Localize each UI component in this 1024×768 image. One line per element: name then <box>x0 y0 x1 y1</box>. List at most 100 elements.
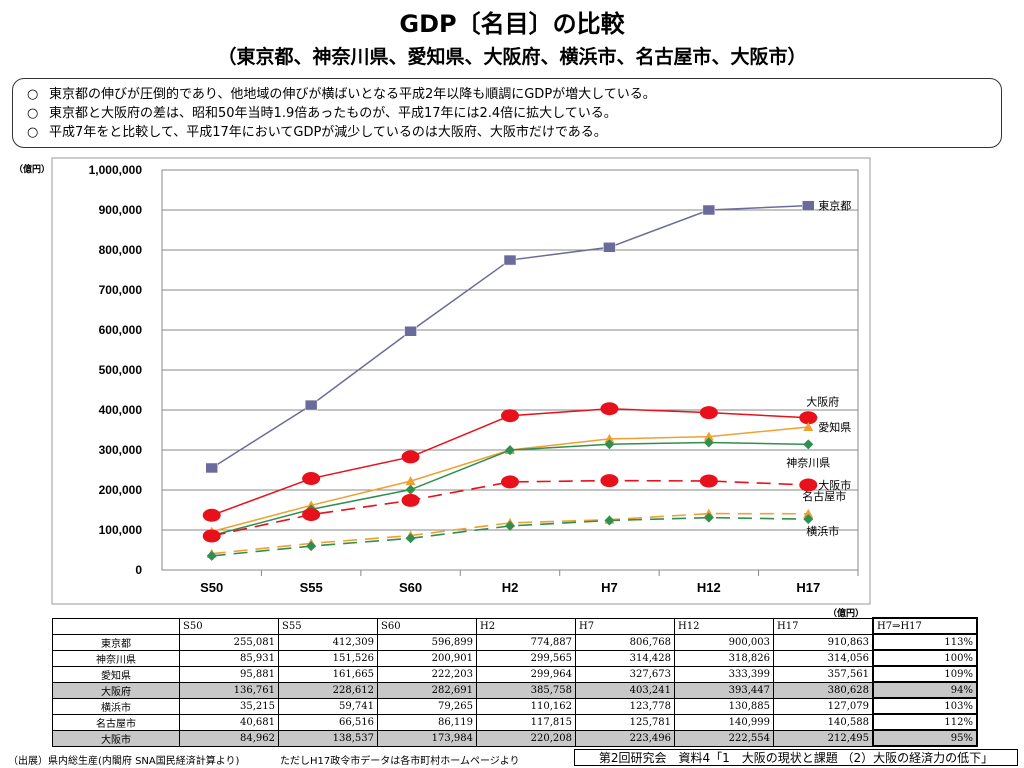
table-cell: 94% <box>872 681 978 699</box>
table-cell: 385,758 <box>476 681 576 699</box>
note-text: 平成7年をと比較して、平成17年においてGDPが減少しているのは大阪府、大阪市だ… <box>49 125 607 140</box>
data-point <box>405 476 416 486</box>
table-cell: 136,761 <box>179 681 279 699</box>
series-label: 愛知県 <box>818 420 851 434</box>
x-tick-label: H2 <box>502 580 519 595</box>
table-cell: 318,826 <box>674 649 774 667</box>
data-point <box>699 474 718 488</box>
table-cell: 403,241 <box>575 681 675 699</box>
y-tick-label: 200,000 <box>99 483 143 497</box>
data-point <box>202 529 221 543</box>
x-tick-label: S60 <box>399 580 422 595</box>
data-point <box>401 450 420 464</box>
table-row: 神奈川県 85,931 151,526 200,901 299,565 314,428 31… <box>52 649 978 667</box>
x-tick-label: S50 <box>200 580 223 595</box>
y-tick-label: 0 <box>135 563 142 577</box>
table-cell: 596,899 <box>377 633 477 651</box>
y-tick-label: 300,000 <box>99 443 143 457</box>
data-point <box>703 437 714 448</box>
data-point <box>206 550 217 561</box>
series-label: 東京都 <box>818 199 851 213</box>
table-cell: 222,203 <box>377 665 477 683</box>
table-cell: 900,003 <box>674 633 774 651</box>
note-line: ○ 東京都の伸びが圧倒的であり、他地域の伸びが横ばいとなる平成2年以降も順調にGD… <box>27 85 987 104</box>
series-label: 神奈川県 <box>786 455 830 469</box>
table-cell: 200,901 <box>377 649 477 667</box>
table-cell: 299,565 <box>476 649 576 667</box>
table-cell: 161,665 <box>278 665 378 683</box>
table-cell: 220,208 <box>476 729 576 747</box>
data-point <box>302 472 321 486</box>
table-cell: 123,778 <box>575 697 675 715</box>
data-point <box>405 484 416 495</box>
x-tick-label: H12 <box>697 580 721 595</box>
table-row: 名古屋市 40,681 66,516 86,119 117,815 125,781 140,… <box>52 713 978 731</box>
y-tick-label: 400,000 <box>99 403 143 417</box>
data-point <box>702 204 716 216</box>
table-row: 東京都 255,081 412,309 596,899 774,887 806,768 90… <box>52 633 978 651</box>
data-point <box>501 409 519 423</box>
x-tick-label: H17 <box>796 580 820 595</box>
table-cell: 299,964 <box>476 665 576 683</box>
table-header-row: S50 S55 S60 H2 H7 H12 H17 H7⇒H17 <box>52 617 978 635</box>
bullet-circle-icon: ○ <box>27 87 39 102</box>
table-row-name: 愛知県 <box>52 665 180 683</box>
table-cell: 774,887 <box>476 633 576 651</box>
data-point <box>600 402 619 416</box>
table-cell: 103% <box>872 697 978 715</box>
x-tick-label: H7 <box>601 580 618 595</box>
x-tick-label: S55 <box>300 580 323 595</box>
data-point <box>306 541 317 552</box>
table-cell: 380,628 <box>773 681 874 699</box>
table-row: 大阪市 84,962 138,537 173,984 220,208 223,496 222… <box>52 729 978 747</box>
series-label: 名古屋市 <box>802 489 846 503</box>
table-cell: 393,447 <box>674 681 774 699</box>
table-cell: 314,428 <box>575 649 675 667</box>
data-point <box>304 399 318 411</box>
table-header-cell: S60 <box>377 617 477 635</box>
table-cell: 138,537 <box>278 729 378 747</box>
data-point <box>799 411 818 425</box>
table-cell: 173,984 <box>377 729 477 747</box>
gdp-line-chart: 0 100,000 200,000 300,000 400,000 500,000 600,… <box>51 157 871 605</box>
table-cell: 333,399 <box>674 665 774 683</box>
document-label: 第2回研究会 資料4「1 大阪の現状と課題 （2）大阪の経済力の低下」 <box>574 749 1018 766</box>
table-cell: 95% <box>872 729 978 747</box>
series-label: 大阪市 <box>818 478 851 492</box>
y-tick-label: 1,000,000 <box>89 163 143 177</box>
data-point <box>802 200 815 211</box>
table-row-name: 横浜市 <box>52 697 180 715</box>
table-cell: 314,056 <box>773 649 874 667</box>
y-tick-label: 100,000 <box>99 523 143 537</box>
note-text: 東京都の伸びが圧倒的であり、他地域の伸びが横ばいとなる平成2年以降も順調にGDP… <box>49 87 656 102</box>
data-point <box>803 514 814 525</box>
table-cell: 35,215 <box>179 697 279 715</box>
table-row: 横浜市 35,215 59,741 79,265 110,162 123,778 130,8… <box>52 697 978 715</box>
table-cell: 40,681 <box>179 713 279 731</box>
data-point <box>604 439 615 450</box>
table-cell: 79,265 <box>377 697 477 715</box>
table-cell: 140,588 <box>773 713 874 731</box>
data-point <box>803 421 814 431</box>
table-header-cell <box>52 617 180 635</box>
table-cell: 327,673 <box>575 665 675 683</box>
y-tick-label: 900,000 <box>99 203 143 217</box>
page-title: GDP〔名目〕の比較 <box>399 10 625 38</box>
table-header-cell: H7⇒H17 <box>872 617 978 635</box>
table-cell: 223,496 <box>575 729 675 747</box>
note-text: 東京都と大阪府の差は、昭和50年当時1.9倍あったものが、平成17年には2.4倍… <box>49 106 617 121</box>
note-line: ○ 東京都と大阪府の差は、昭和50年当時1.9倍あったものが、平成17年には2.4… <box>27 104 987 123</box>
data-point <box>501 475 519 489</box>
table-cell: 84,962 <box>179 729 279 747</box>
table-cell: 140,999 <box>674 713 774 731</box>
table-header-cell: H12 <box>674 617 774 635</box>
table-cell: 113% <box>872 633 978 651</box>
table-row: 大阪府 136,761 228,612 282,691 385,758 403,241 39… <box>52 681 978 699</box>
table-unit-label: （億円） <box>828 609 865 619</box>
table-row: 愛知県 95,881 161,665 222,203 299,964 327,673 333… <box>52 665 978 683</box>
table-cell: 125,781 <box>575 713 675 731</box>
data-point <box>604 433 615 443</box>
data-point <box>699 406 718 420</box>
table-cell: 282,691 <box>377 681 477 699</box>
y-tick-label: 500,000 <box>99 363 143 377</box>
